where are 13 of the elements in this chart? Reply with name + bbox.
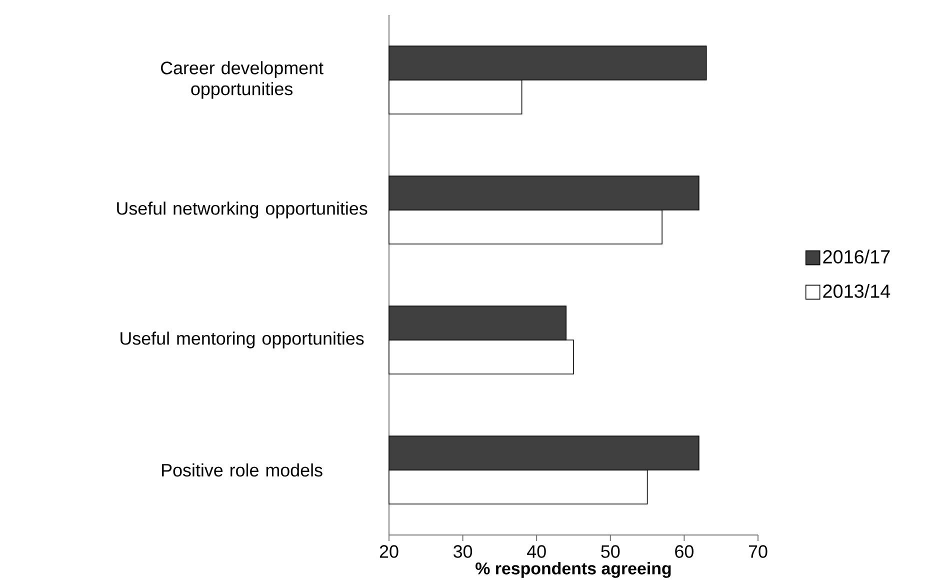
y-tick-label: Positive role models — [162, 463, 322, 477]
legend-label: 2016/17 — [823, 250, 890, 264]
y-tick-label: Useful networking opportunities — [117, 202, 368, 218]
x-tick-label: 70 — [748, 545, 768, 558]
x-tick-label: 30 — [454, 545, 472, 558]
x-tick-label: 20 — [380, 545, 398, 558]
x-tick-label: 60 — [675, 545, 694, 558]
x-axis-title: % respondents agreeing — [476, 562, 671, 578]
y-tick-label: Useful mentoring opportunities — [120, 332, 364, 348]
x-tick-label: 50 — [601, 545, 620, 558]
legend-label: 2013/14 — [823, 284, 890, 298]
x-tick-label: 40 — [527, 545, 546, 558]
y-tick-label: Career development opportunities — [160, 61, 324, 99]
